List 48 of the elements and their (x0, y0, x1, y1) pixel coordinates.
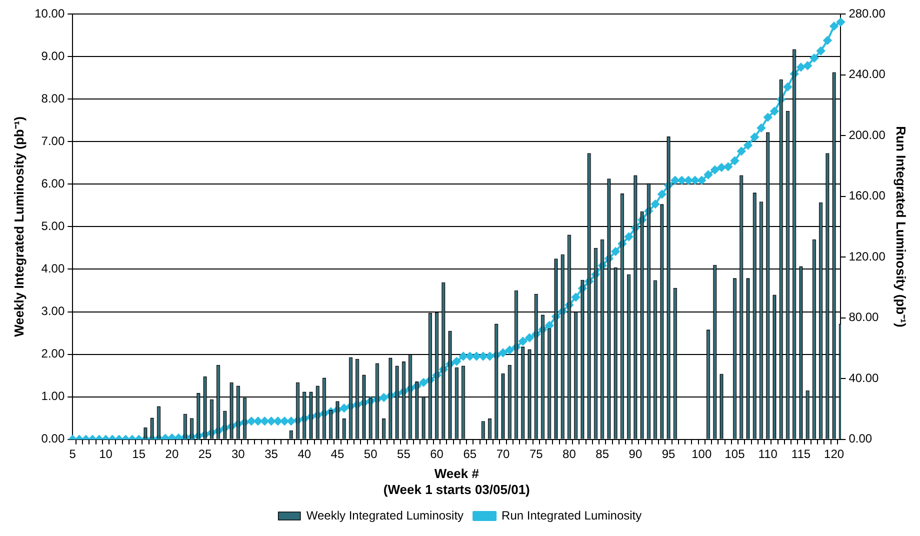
y2-tick-label: 40.00 (848, 370, 880, 385)
y-tick-label: 2.00 (41, 346, 65, 361)
x-tick-label: 65 (463, 446, 477, 461)
x-axis-title: Week # (Week 1 starts 03/05/01) (383, 466, 530, 497)
y-axis-title: Weekly Integrated Luminosity (pb⁻¹) (11, 116, 26, 337)
x-tick-label: 75 (529, 446, 544, 461)
x-tick-label: 10 (99, 446, 113, 461)
y-tick-label: 7.00 (41, 134, 65, 148)
y2-tick-label: 200.00 (848, 128, 886, 142)
x-tick-label: 55 (397, 446, 411, 461)
x-tick-label: 15 (132, 446, 146, 461)
x-tick-label: 80 (562, 446, 576, 461)
x-tick-label: 95 (662, 446, 676, 461)
x-tick-label: 105 (724, 446, 746, 461)
x-tick-label: 90 (628, 446, 642, 461)
y2-tick-label: 80.00 (848, 310, 880, 324)
x-tick-label: 100 (692, 446, 712, 461)
y2-tick-label: 120.00 (848, 249, 886, 264)
y-tick-label: 9.00 (41, 48, 65, 63)
x-tick-label: 45 (330, 446, 344, 461)
x-tick-label: 85 (596, 446, 610, 461)
x-tick-label: 110 (758, 446, 778, 461)
y2-tick-label: 0.00 (848, 432, 872, 446)
x-tick-label: 30 (231, 446, 246, 461)
y-tick-label: 0.00 (41, 432, 65, 446)
y-tick-label: 1.00 (41, 389, 65, 404)
x-tick-label: 50 (364, 446, 378, 461)
y2-tick-label: 160.00 (848, 188, 886, 203)
y-tick-label: 6.00 (41, 176, 65, 190)
x-tick-label: 70 (496, 446, 510, 461)
y-tick-label: 8.00 (41, 91, 65, 106)
x-tick-label: 35 (264, 446, 278, 461)
x-tick-label: 25 (198, 446, 212, 461)
x-tick-label: 5 (69, 446, 76, 461)
y-tick-label: 10.00 (34, 6, 65, 20)
y2-tick-label: 240.00 (848, 67, 886, 82)
x-tick-label: 40 (298, 446, 312, 461)
y-tick-label: 4.00 (41, 262, 65, 276)
x-tick-label: 60 (430, 446, 444, 461)
y2-tick-label: 280.00 (848, 6, 886, 20)
x-tick-label: 115 (791, 446, 811, 461)
y-tick-label: 3.00 (41, 304, 65, 318)
y2-axis-title: Run Integrated Luminosity (pb⁻¹) (894, 126, 909, 328)
legend-label: Run Integrated Luminosity (502, 508, 642, 522)
legend-label: Weekly Integrated Luminosity (306, 508, 464, 522)
x-tick-label: 20 (165, 446, 179, 461)
y-tick-label: 5.00 (41, 219, 65, 234)
x-tick-label: 120 (824, 446, 844, 461)
